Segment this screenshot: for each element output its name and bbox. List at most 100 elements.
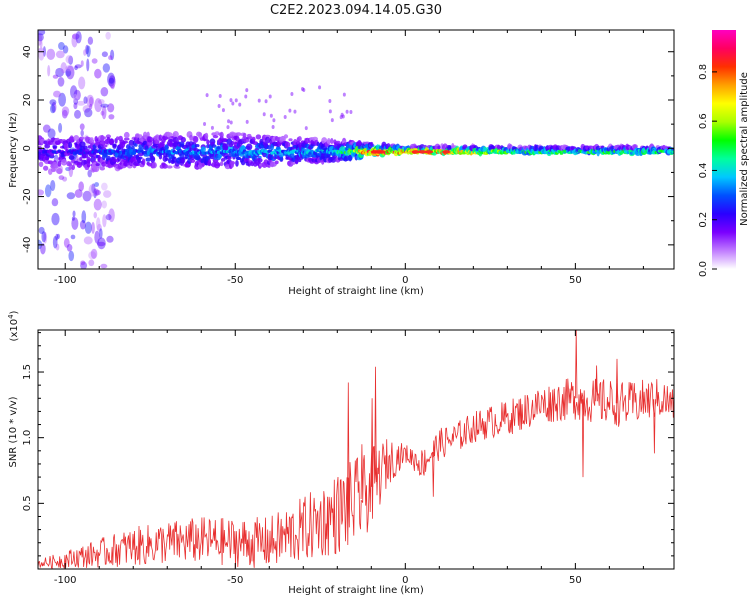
spectrogram-cell bbox=[46, 48, 56, 60]
spectrogram-cell bbox=[255, 134, 262, 140]
spectrogram-cell bbox=[68, 162, 73, 168]
spectrogram-cell bbox=[49, 99, 57, 106]
spectrogram-cell bbox=[76, 100, 86, 106]
spectrogram-cell bbox=[230, 140, 235, 146]
spectrogram-cell bbox=[94, 230, 100, 244]
spectrogram-cell bbox=[61, 106, 70, 117]
spectrogram-cell bbox=[82, 153, 89, 159]
spectrogram-cell bbox=[347, 154, 353, 161]
spectrogram-cell bbox=[134, 162, 141, 167]
spectrogram-cell bbox=[84, 166, 90, 171]
spectrogram-cell bbox=[66, 243, 73, 252]
spectrogram-cell bbox=[58, 122, 63, 133]
spectrogram-cell bbox=[100, 87, 109, 97]
spectrogram-cell bbox=[128, 139, 135, 146]
spectrogram-cell bbox=[246, 143, 253, 151]
spectrogram-cell bbox=[86, 58, 90, 72]
spectrogram-cell bbox=[203, 122, 207, 127]
spectrogram-cell bbox=[102, 63, 111, 73]
spectrogram-cell bbox=[168, 141, 174, 148]
snr-frame bbox=[37, 329, 675, 570]
spectrogram-cell bbox=[38, 189, 44, 196]
spectrogram-cell bbox=[91, 221, 95, 234]
spectrogram-cell bbox=[258, 155, 262, 159]
spectrogram-cell bbox=[89, 137, 94, 141]
spectrogram-cell bbox=[83, 96, 88, 104]
spectrogram-y-tick-label: 0 bbox=[22, 145, 33, 151]
spectrogram-cell bbox=[80, 60, 84, 67]
spectrogram-cell bbox=[78, 181, 84, 192]
snr-y-label: SNR (10 * v/v) bbox=[8, 396, 19, 467]
snr-x-tick-label: 0 bbox=[402, 575, 408, 586]
spectrogram-cell bbox=[38, 33, 44, 42]
spectrogram-cell bbox=[87, 169, 92, 178]
spectrogram-cell bbox=[71, 217, 79, 230]
spectrogram-cell bbox=[369, 141, 374, 147]
spectrogram-cell bbox=[55, 243, 60, 251]
spectrogram-cell bbox=[80, 261, 88, 269]
colorbar-gradient bbox=[712, 30, 736, 269]
spectrogram-hotspot bbox=[377, 150, 386, 154]
spectrogram-cell bbox=[93, 198, 102, 211]
spectrogram-cell bbox=[268, 94, 272, 99]
spectrogram-cell bbox=[104, 139, 110, 145]
spectrogram-cell bbox=[345, 109, 349, 114]
spectrogram-cell bbox=[108, 208, 115, 223]
spectrogram-hotspot bbox=[442, 150, 451, 154]
snr-y-tick-label: 1.0 bbox=[22, 430, 33, 446]
spectrogram-cell bbox=[79, 141, 86, 148]
spectrogram-cell bbox=[100, 103, 109, 108]
spectrogram-x-tick-label: -50 bbox=[227, 275, 243, 286]
spectrogram-cell bbox=[95, 163, 100, 166]
spectrogram-cell bbox=[44, 143, 51, 149]
spectrogram-cell bbox=[318, 85, 322, 90]
spectrogram-cell bbox=[93, 165, 100, 173]
colorbar-tick-label: 0.4 bbox=[698, 162, 709, 178]
spectrogram-cell bbox=[328, 98, 332, 103]
spectrogram-cell bbox=[110, 49, 115, 61]
spectrogram-cell bbox=[88, 251, 97, 260]
spectrogram-y-label: Frequency (Hz) bbox=[8, 112, 19, 188]
snr-y-multiplier: (x104) bbox=[7, 310, 20, 341]
spectrogram-cell bbox=[131, 145, 135, 150]
spectrogram-cell bbox=[74, 109, 82, 119]
spectrogram-cell bbox=[55, 67, 64, 78]
spectrogram-cell bbox=[61, 158, 68, 166]
spectrogram-cell bbox=[236, 156, 241, 160]
spectrogram-cell bbox=[55, 50, 65, 59]
snr-x-tick-label: -100 bbox=[54, 575, 77, 586]
spectrogram-cell bbox=[108, 114, 115, 120]
spectrogram-cell bbox=[96, 217, 101, 231]
spectrogram-cell bbox=[38, 47, 43, 53]
spectrogram-cell bbox=[235, 159, 239, 167]
spectrogram-cell bbox=[83, 159, 88, 166]
colorbar-tick-label: 0.8 bbox=[698, 64, 709, 80]
spectrogram-cell bbox=[66, 192, 76, 200]
spectrogram-cell bbox=[94, 182, 99, 187]
spectrogram-cell bbox=[94, 98, 103, 113]
spectrogram-cell bbox=[330, 137, 334, 144]
spectrogram-cell bbox=[96, 223, 102, 232]
spectrogram-cell bbox=[357, 139, 362, 146]
spectrogram-cell bbox=[172, 137, 179, 144]
spectrogram-hotspot bbox=[411, 150, 420, 154]
spectrogram-cell bbox=[671, 150, 674, 154]
spectrogram-cell bbox=[94, 189, 101, 196]
spectrogram-cell bbox=[271, 138, 276, 143]
spectrogram-cell bbox=[326, 138, 331, 145]
spectrogram-cell bbox=[264, 99, 268, 104]
spectrogram-x-tick-label: -100 bbox=[54, 275, 77, 286]
spectrogram-cell bbox=[50, 179, 56, 192]
spectrogram-cell bbox=[101, 136, 106, 140]
spectrogram-cell bbox=[105, 134, 112, 139]
spectrogram-cell bbox=[112, 143, 117, 149]
spectrogram-cell bbox=[58, 175, 65, 180]
spectrogram-cell bbox=[164, 144, 169, 151]
spectrogram-cell bbox=[123, 131, 130, 139]
spectrogram-cell bbox=[42, 124, 51, 133]
spectrogram-cell bbox=[51, 101, 57, 113]
spectrogram-cell bbox=[110, 83, 115, 90]
spectrogram-cell bbox=[192, 135, 199, 143]
spectrogram-cell bbox=[330, 118, 334, 123]
